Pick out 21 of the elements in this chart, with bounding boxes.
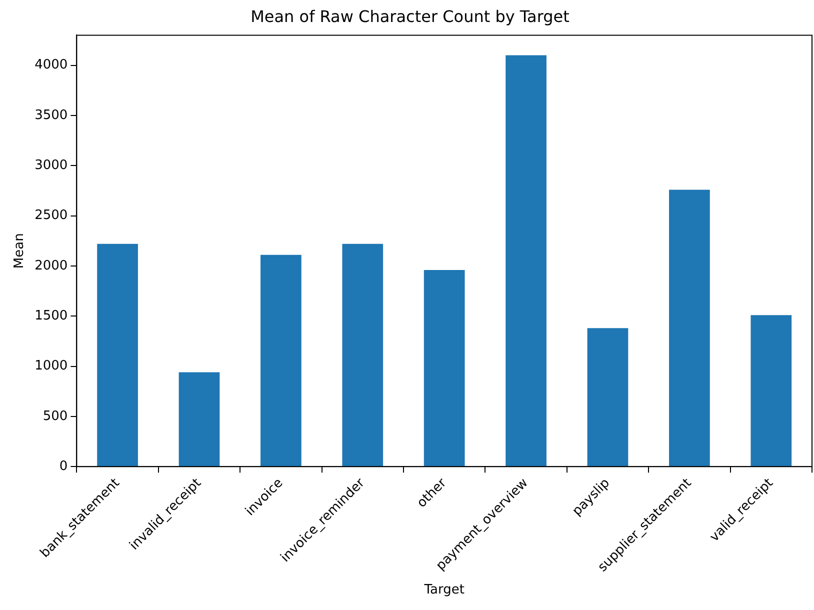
bar xyxy=(424,270,465,466)
chart-title: Mean of Raw Character Count by Target xyxy=(250,6,570,26)
bar xyxy=(178,372,220,466)
y-tick-label: 2000 xyxy=(34,258,68,274)
bar xyxy=(260,254,302,466)
x-axis-title: Target xyxy=(423,582,464,598)
y-tick-label: 1500 xyxy=(34,308,68,324)
bar xyxy=(587,328,628,466)
y-tick-label: 1000 xyxy=(34,358,68,374)
y-tick-label: 4000 xyxy=(34,58,68,73)
bar xyxy=(342,244,384,466)
y-axis-title: Mean xyxy=(12,233,28,269)
y-tick-label: 0 xyxy=(59,458,68,474)
y-tick-label: 3000 xyxy=(34,158,68,174)
bar xyxy=(750,315,792,466)
bar xyxy=(669,190,710,466)
bar xyxy=(97,244,138,466)
y-tick-label: 2500 xyxy=(34,208,68,224)
y-tick-label: 3500 xyxy=(34,108,68,123)
bar xyxy=(506,55,546,466)
y-tick-label: 500 xyxy=(42,408,68,424)
